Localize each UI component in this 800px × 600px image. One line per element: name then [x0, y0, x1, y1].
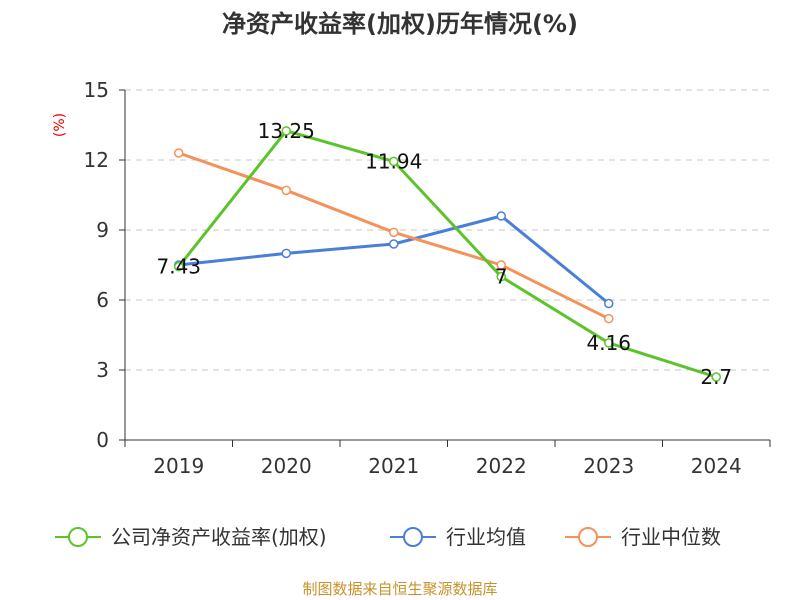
legend-circle-marker — [403, 527, 423, 547]
y-axis-unit-label: (%) — [52, 113, 68, 137]
data-labels: 7.43 13.25 11.94 7 4.16 2.7 — [156, 119, 732, 389]
y-tick-label: 15 — [84, 78, 109, 102]
data-label: 7.43 — [156, 255, 201, 279]
axes — [124, 90, 770, 441]
data-point-0 — [496, 271, 506, 282]
data-point-2 — [604, 313, 614, 324]
legend-label: 行业均值 — [446, 525, 526, 549]
y-tick-label: 0 — [96, 428, 109, 452]
series-line-0 — [177, 129, 717, 379]
source-note: 制图数据来自恒生聚源数据库 — [302, 580, 497, 598]
legend-circle-marker — [68, 527, 88, 547]
data-label: 7 — [495, 265, 508, 289]
data-label: 11.94 — [365, 149, 422, 173]
x-tick-label: 2020 — [261, 454, 312, 478]
y-tick-label: 6 — [96, 288, 109, 312]
data-point-2 — [496, 260, 506, 270]
data-point-1 — [281, 248, 291, 259]
legend-item-0[interactable]: 公司净资产收益率(加权) — [55, 525, 327, 549]
legend-item-2[interactable]: 行业中位数 — [565, 525, 721, 549]
data-point-0 — [174, 261, 184, 272]
data-point-0 — [711, 372, 721, 382]
data-point-0 — [281, 126, 291, 136]
legend-label: 公司净资产收益率(加权) — [111, 525, 327, 549]
data-label: 2.7 — [700, 365, 732, 389]
y-tick-label: 9 — [96, 218, 109, 242]
data-label: 13.25 — [258, 119, 315, 143]
data-point-0 — [389, 156, 399, 167]
y-axis-ticks: 0 3 6 9 12 15 — [84, 78, 125, 452]
x-tick-label: 2024 — [691, 454, 742, 478]
legend[interactable]: 公司净资产收益率(加权) 行业均值 行业中位数 — [55, 525, 721, 549]
x-tick-label: 2019 — [153, 454, 204, 478]
data-point-1 — [496, 211, 506, 221]
legend-label: 行业中位数 — [621, 525, 721, 549]
series-lines — [174, 126, 721, 382]
data-point-2 — [174, 148, 184, 158]
data-label: 4.16 — [586, 331, 631, 355]
legend-item-1[interactable]: 行业均值 — [390, 525, 526, 549]
x-tick-label: 2022 — [476, 454, 527, 478]
y-tick-label: 12 — [84, 148, 109, 172]
x-axis-ticks: 2019 2020 2021 2022 2023 2024 — [124, 440, 771, 478]
x-tick-label: 2023 — [583, 454, 634, 478]
legend-circle-marker — [578, 527, 598, 547]
chart-title: 净资产收益率(加权)历年情况(%) — [222, 10, 578, 38]
y-tick-label: 3 — [96, 358, 109, 382]
data-point-0 — [604, 338, 614, 348]
x-tick-label: 2021 — [368, 454, 419, 478]
data-point-1 — [604, 298, 614, 309]
data-point-2 — [389, 227, 399, 238]
data-point-1 — [389, 239, 399, 249]
data-point-2 — [281, 185, 291, 196]
